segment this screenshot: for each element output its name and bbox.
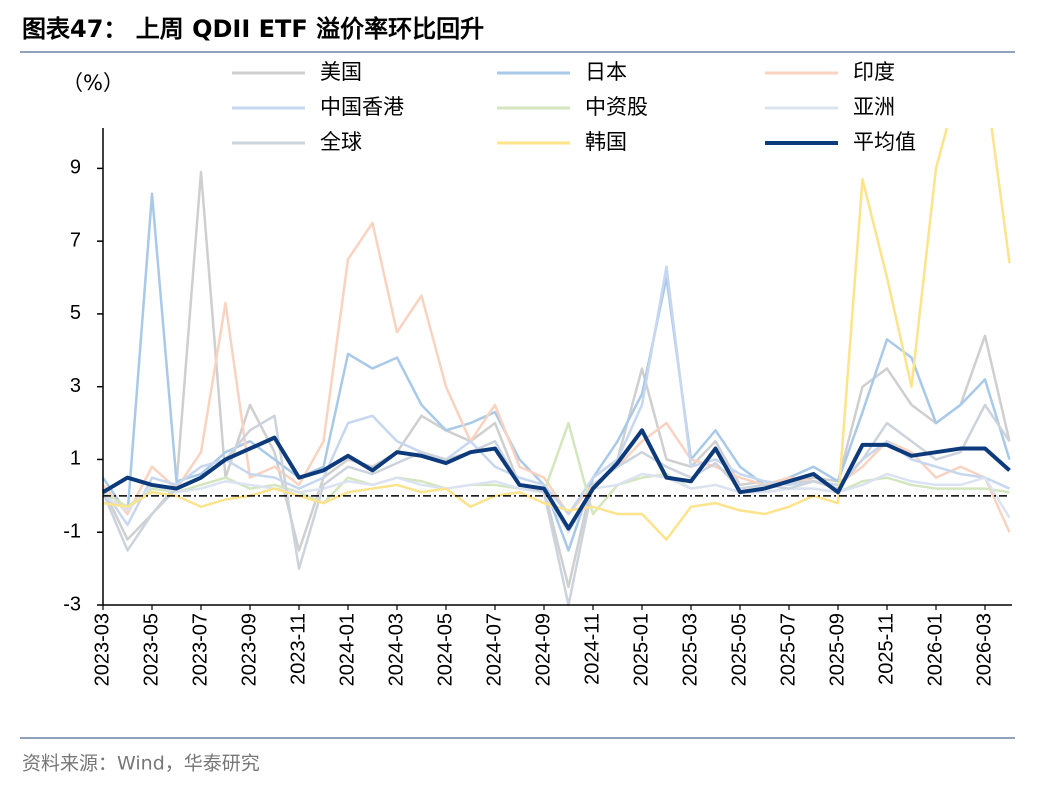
series-line xyxy=(102,472,1011,534)
x-tick-label: 2025-03 xyxy=(679,613,701,686)
series-line xyxy=(101,403,1011,607)
x-tick-label: 2023-07 xyxy=(189,613,211,686)
legend-label: 中国香港 xyxy=(320,95,404,119)
legend-label: 印度 xyxy=(853,60,895,84)
series-line xyxy=(101,192,1011,552)
legend-label: 全球 xyxy=(320,130,362,154)
x-tick-label: 2026-03 xyxy=(973,613,995,686)
x-tick-label: 2025-01 xyxy=(630,613,652,686)
x-tick-label: 2024-07 xyxy=(483,613,505,686)
series-line xyxy=(101,428,1011,531)
legend-label: 中资股 xyxy=(585,95,648,119)
x-tick-label: 2024-09 xyxy=(532,613,554,686)
plot-area xyxy=(101,128,1011,607)
y-tick-label: -1 xyxy=(63,521,81,543)
x-tick-label: 2025-05 xyxy=(728,613,750,686)
y-axis-label: （%） xyxy=(62,71,124,95)
x-tick-label: 2025-07 xyxy=(777,613,799,686)
legend-label: 亚洲 xyxy=(853,95,895,119)
x-tick-label: 2026-01 xyxy=(924,613,946,686)
x-tick-label: 2025-11 xyxy=(875,613,897,685)
x-tick-label: 2023-09 xyxy=(238,613,260,686)
x-tick-label: 2023-11 xyxy=(287,613,309,685)
y-tick-label: -3 xyxy=(63,593,81,615)
x-tick-label: 2024-03 xyxy=(385,613,407,686)
series-line xyxy=(101,170,1011,589)
legend-label: 日本 xyxy=(585,60,627,84)
y-tick-label: 7 xyxy=(70,229,81,251)
x-tick-label: 2024-05 xyxy=(434,613,456,686)
series-line xyxy=(102,421,1010,516)
y-tick-label: 1 xyxy=(70,448,81,470)
chart-title: 图表47： 上周 QDII ETF 溢价率环比回升 xyxy=(22,15,484,43)
legend-label: 平均值 xyxy=(853,130,916,154)
y-tick-label: 5 xyxy=(70,302,81,324)
y-tick-label: 3 xyxy=(70,375,81,397)
x-tick-label: 2023-05 xyxy=(140,613,162,686)
legend-label: 美国 xyxy=(320,60,362,84)
y-tick-label: 9 xyxy=(70,157,81,179)
source: 资料来源：Wind，华泰研究 xyxy=(22,753,260,775)
x-tick-label: 2025-09 xyxy=(826,613,848,686)
x-tick-label: 2023-03 xyxy=(91,613,113,686)
legend-label: 韩国 xyxy=(585,130,627,154)
x-tick-label: 2024-01 xyxy=(336,613,358,686)
x-tick-label: 2024-11 xyxy=(581,613,603,685)
